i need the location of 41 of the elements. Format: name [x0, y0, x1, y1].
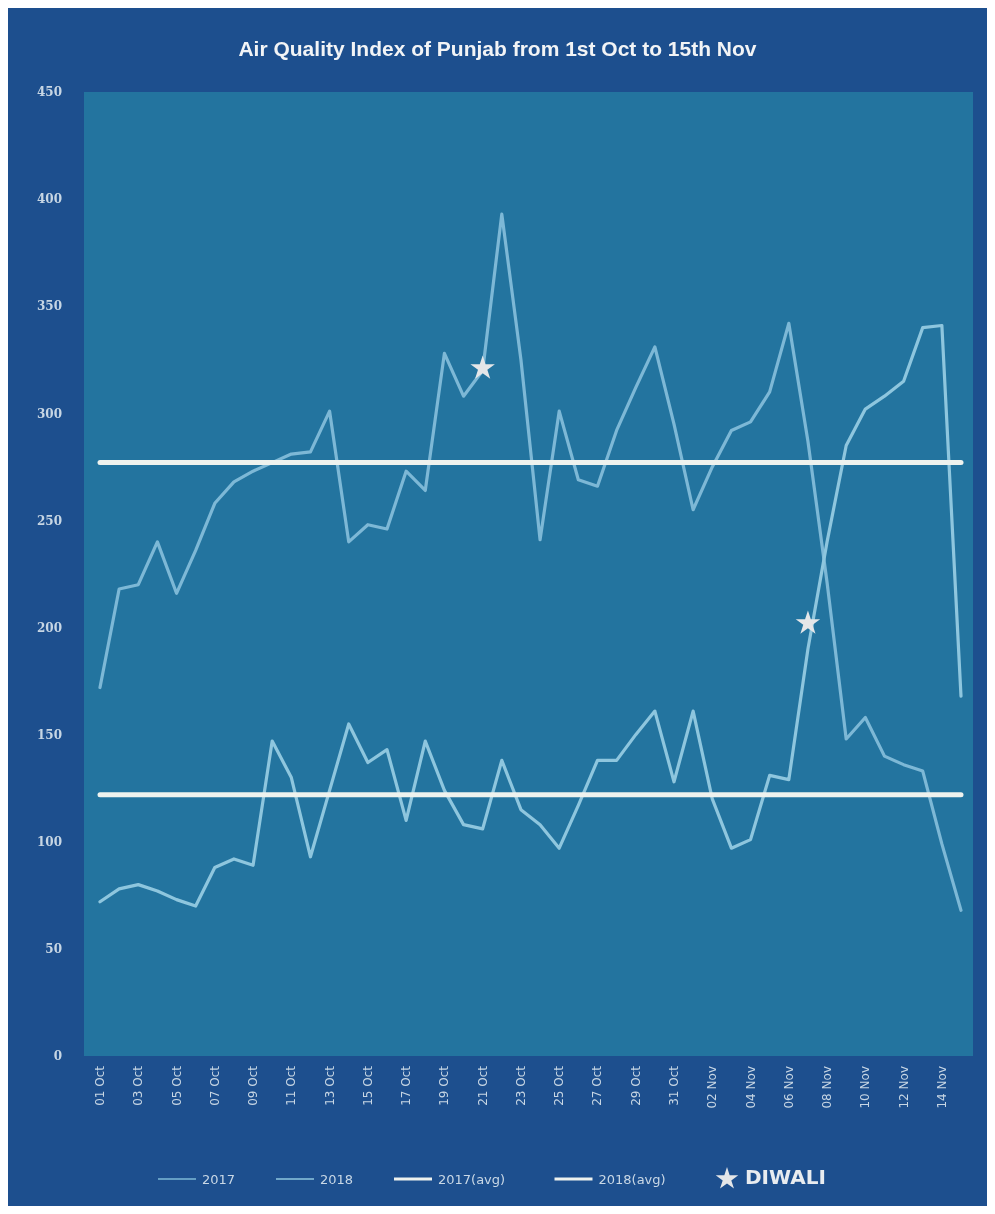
x-tick-label: 07 Oct: [207, 1065, 222, 1106]
y-tick-label: 450: [36, 85, 62, 100]
x-tick-label: 08 Nov: [820, 1066, 835, 1109]
x-tick-label: 25 Oct: [552, 1065, 567, 1106]
x-tick-label: 10 Nov: [858, 1066, 873, 1109]
x-tick-label: 04 Nov: [743, 1066, 758, 1109]
x-tick-label: 06 Nov: [781, 1066, 796, 1109]
x-tick-label: 31 Oct: [667, 1065, 681, 1106]
x-tick-label: 21 Oct: [475, 1065, 490, 1106]
x-tick-label: 13 Oct: [322, 1065, 337, 1106]
x-tick-label: 19 Oct: [437, 1065, 452, 1106]
y-tick-label: 400: [36, 192, 62, 207]
x-tick-label: 05 Oct: [169, 1065, 184, 1106]
y-tick-label: 0: [53, 1049, 62, 1064]
x-tick-label: 29 Oct: [628, 1065, 643, 1106]
x-tick-label: 09 Oct: [246, 1065, 261, 1106]
x-tick-label: 17 Oct: [399, 1065, 414, 1106]
line-series: [98, 323, 963, 908]
legend-label: 2018: [320, 1172, 354, 1187]
y-tick-label: 250: [36, 513, 62, 528]
y-tick-label: 50: [45, 942, 62, 957]
line-series: [98, 212, 963, 912]
chart-title: Air Quality Index of Punjab from 1st Oct to 15th Nov: [238, 37, 757, 60]
y-tick-label: 200: [36, 620, 62, 635]
y-tick-label: 100: [36, 834, 62, 849]
x-tick-label: 03 Oct: [131, 1065, 146, 1106]
legend-label: 2017(avg): [438, 1172, 506, 1187]
x-tick-label: 02 Nov: [705, 1066, 720, 1109]
x-tick-label: 14 Nov: [934, 1066, 949, 1109]
y-tick-label: 150: [36, 727, 62, 742]
y-tick-label: 300: [36, 406, 62, 421]
x-tick-label: 15 Oct: [360, 1065, 375, 1106]
legend-label: 2017: [202, 1172, 236, 1187]
x-tick-label: 11 Oct: [284, 1065, 299, 1106]
x-tick-label: 01 Oct: [93, 1065, 107, 1106]
legend-label: DIWALI: [745, 1165, 826, 1189]
x-tick-label: 23 Oct: [513, 1065, 528, 1106]
legend-label: 2018(avg): [598, 1172, 666, 1187]
y-tick-label: 350: [36, 299, 62, 314]
x-tick-label: 27 Oct: [590, 1065, 605, 1106]
x-tick-label: 12 Nov: [896, 1066, 911, 1109]
